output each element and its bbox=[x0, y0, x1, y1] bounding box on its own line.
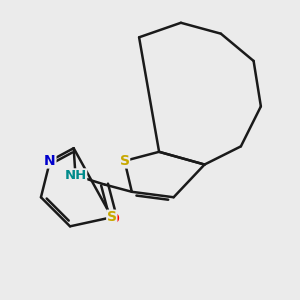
Text: S: S bbox=[107, 210, 117, 224]
Text: S: S bbox=[120, 154, 130, 168]
Text: N: N bbox=[44, 154, 56, 168]
Text: O: O bbox=[108, 212, 120, 226]
Text: NH: NH bbox=[64, 169, 87, 182]
